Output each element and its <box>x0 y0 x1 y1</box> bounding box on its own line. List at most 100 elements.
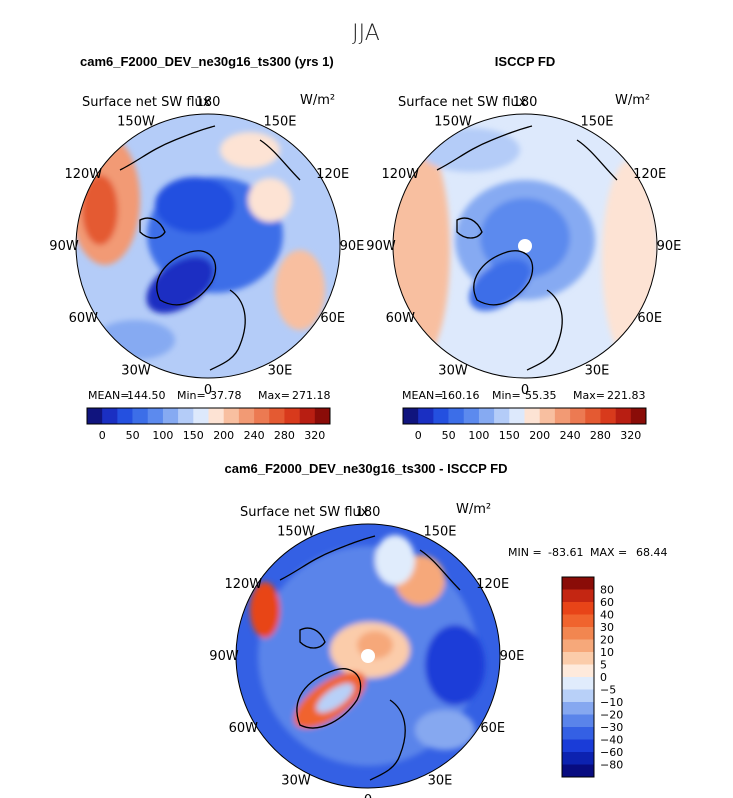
colorbar-tick-label: 100 <box>468 429 489 442</box>
lon-label: 0 <box>204 383 212 398</box>
lon-label: 150E <box>423 524 456 539</box>
page-title: JJA <box>352 21 380 46</box>
panel-subtitle: Surface net SW flux <box>398 95 527 110</box>
colorbar-tick-label: 150 <box>183 429 204 442</box>
map-field <box>76 114 340 378</box>
lon-label: 120W <box>64 167 102 182</box>
colorbar-swatch <box>562 702 594 715</box>
colorbar-swatch <box>562 727 594 740</box>
colorbar: 0 50 100 150 200 240 280 320 <box>402 407 647 442</box>
stat-min-label: Min= <box>492 389 521 402</box>
colorbar-swatch <box>539 408 556 424</box>
field-arctic-core <box>155 177 235 233</box>
colorbar-swatch <box>570 408 586 424</box>
panel-model: cam6_F2000_DEV_ne30g16_ts300 (yrs 1) Sur… <box>49 54 364 442</box>
colorbar-swatch <box>102 408 118 424</box>
longitude-labels: 180 150E 120E 90E 60E 30E 0 30W 60W 90W … <box>366 95 681 398</box>
colorbar-swatch <box>562 752 594 765</box>
colorbar-swatch <box>178 408 194 424</box>
colorbar-swatch <box>269 408 285 424</box>
field-pacific-sector <box>220 132 280 168</box>
coastlines <box>436 125 618 371</box>
colorbar-tick-label: 0 <box>99 429 106 442</box>
lon-label: 120W <box>224 577 262 592</box>
lon-label: 180 <box>513 95 538 110</box>
field-central-arctic <box>480 198 570 278</box>
stat-min-label: Min= <box>177 389 206 402</box>
colorbar-swatch <box>562 589 594 603</box>
panel-observation: ISCCP FD Surface net SW flux W/m² <box>366 54 681 442</box>
colorbar-swatch <box>223 408 240 424</box>
colorbar-swatch <box>615 408 632 424</box>
map-border <box>75 113 341 379</box>
colorbar-tick-label: 0 <box>415 429 422 442</box>
lon-label: 30W <box>281 774 311 789</box>
lon-label: 120E <box>633 167 666 182</box>
lon-label: 30E <box>268 364 293 379</box>
colorbar-swatch <box>562 627 594 640</box>
panel-subtitle: Surface net SW flux <box>82 95 211 110</box>
colorbar-tick-label: 80 <box>600 584 614 597</box>
lon-label: 60E <box>480 721 505 736</box>
colorbar-swatch <box>254 408 270 424</box>
stat-max-label: Max= <box>573 389 605 402</box>
field-alaska-coast <box>250 582 280 638</box>
colorbar: 80 60 40 30 20 10 5 0 −5 −10 −20 −30 −40… <box>561 576 623 778</box>
colorbar-frame <box>561 576 595 778</box>
units-label: W/m² <box>456 502 491 517</box>
colorbar-swatch <box>509 408 525 424</box>
colorbar-swatch <box>562 714 594 728</box>
stat-max-value: 221.83 <box>607 389 646 402</box>
stat-max-value: 271.18 <box>292 389 331 402</box>
colorbar-tick-label: 240 <box>560 429 581 442</box>
lon-label: 180 <box>196 95 221 110</box>
lon-label: 0 <box>521 383 529 398</box>
longitude-labels: 180 150E 120E 90E 60E 30E 0 30W 60W 90W … <box>49 95 364 398</box>
colorbar: 0 50 100 150 200 240 280 320 <box>86 407 331 442</box>
lon-label: 150W <box>277 524 315 539</box>
lon-label: 30E <box>428 774 453 789</box>
colorbar-tick-label: 150 <box>499 429 520 442</box>
colorbar-swatch <box>562 739 594 753</box>
colorbar-swatch <box>562 764 594 778</box>
colorbar-tick-label: 320 <box>620 429 641 442</box>
colorbar-swatch <box>562 652 594 665</box>
panel-title: cam6_F2000_DEV_ne30g16_ts300 (yrs 1) <box>80 54 334 69</box>
units-label: W/m² <box>300 93 335 108</box>
colorbar-swatch <box>147 408 164 424</box>
stat-mean-label: MEAN= <box>88 389 129 402</box>
colorbar-tick-label: 50 <box>126 429 140 442</box>
lon-label: 60W <box>229 721 259 736</box>
colorbar-tick-label: 40 <box>600 609 614 622</box>
lon-label: 60W <box>69 311 99 326</box>
stat-min-value: -83.61 <box>548 546 583 559</box>
field-alaska-core <box>82 175 118 245</box>
colorbar-swatch <box>562 689 594 703</box>
stat-min-value: 55.35 <box>525 389 557 402</box>
lon-label: 90W <box>209 649 239 664</box>
colorbar-tick-label: 10 <box>600 646 614 659</box>
colorbar-swatch <box>193 408 209 424</box>
panel-difference: cam6_F2000_DEV_ne30g16_ts300 - ISCCP FD … <box>209 461 667 798</box>
colorbar-swatch <box>524 408 540 424</box>
lon-label: 30W <box>121 364 151 379</box>
stat-mean-label: MEAN= <box>402 389 443 402</box>
lon-label: 150E <box>263 114 296 129</box>
colorbar-frame <box>86 407 331 425</box>
stats-line: MEAN= 160.16 Min= 55.35 Max= 221.83 <box>402 389 646 402</box>
colorbar-tick-label: 60 <box>600 596 614 609</box>
lon-label: 90W <box>49 239 79 254</box>
colorbar-tick-label: 320 <box>304 429 325 442</box>
colorbar-tick-label: 50 <box>442 429 456 442</box>
field-east-siberia <box>248 178 292 222</box>
lon-label: 90W <box>366 239 396 254</box>
lon-label: 120E <box>476 577 509 592</box>
colorbar-swatch <box>238 408 255 424</box>
panel-subtitle: Surface net SW flux <box>240 505 369 520</box>
colorbar-swatch <box>554 408 571 424</box>
colorbar-tick-label: 30 <box>600 621 614 634</box>
colorbar-swatch <box>433 408 449 424</box>
colorbar-tick-label: 100 <box>152 429 173 442</box>
coastlines <box>119 125 301 371</box>
colorbar-swatch <box>562 577 594 590</box>
